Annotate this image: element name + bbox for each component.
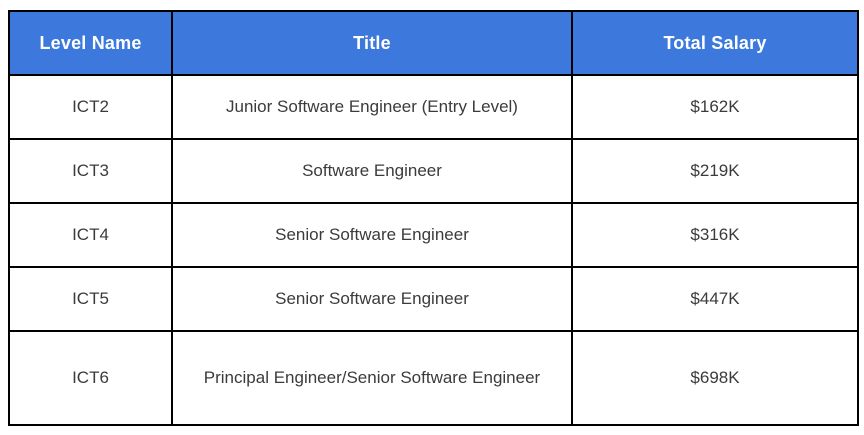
- salary-table: Level Name Title Total Salary ICT2 Junio…: [8, 10, 859, 426]
- table-row: ICT5 Senior Software Engineer $447K: [8, 266, 859, 332]
- column-header-total-salary: Total Salary: [571, 10, 859, 76]
- cell-title: Junior Software Engineer (Entry Level): [171, 74, 573, 140]
- cell-salary: $447K: [571, 266, 859, 332]
- cell-level: ICT3: [8, 138, 173, 204]
- cell-salary: $698K: [571, 330, 859, 426]
- cell-title: Senior Software Engineer: [171, 202, 573, 268]
- cell-salary: $162K: [571, 74, 859, 140]
- table-row: ICT6 Principal Engineer/Senior Software …: [8, 330, 859, 426]
- table-row: ICT2 Junior Software Engineer (Entry Lev…: [8, 74, 859, 140]
- table-header-row: Level Name Title Total Salary: [8, 10, 859, 76]
- column-header-level-name: Level Name: [8, 10, 173, 76]
- cell-level: ICT6: [8, 330, 173, 426]
- cell-salary: $316K: [571, 202, 859, 268]
- cell-level: ICT2: [8, 74, 173, 140]
- cell-title: Software Engineer: [171, 138, 573, 204]
- cell-title: Senior Software Engineer: [171, 266, 573, 332]
- table-row: ICT4 Senior Software Engineer $316K: [8, 202, 859, 268]
- cell-title: Principal Engineer/Senior Software Engin…: [171, 330, 573, 426]
- cell-level: ICT4: [8, 202, 173, 268]
- cell-salary: $219K: [571, 138, 859, 204]
- cell-level: ICT5: [8, 266, 173, 332]
- salary-table-container: Level Name Title Total Salary ICT2 Junio…: [8, 10, 859, 426]
- table-row: ICT3 Software Engineer $219K: [8, 138, 859, 204]
- column-header-title: Title: [171, 10, 573, 76]
